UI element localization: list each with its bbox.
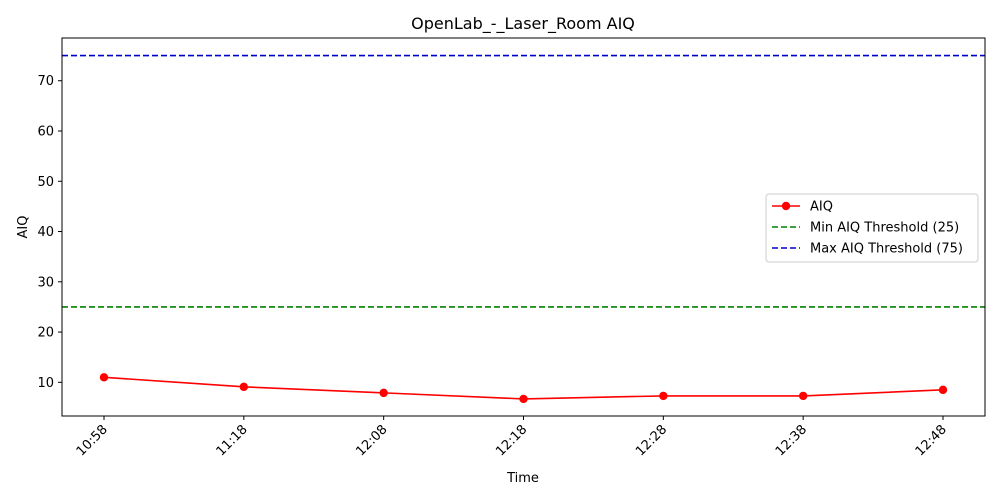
data-point [659, 391, 668, 401]
y-tick-label: 30 [37, 275, 54, 290]
data-point [938, 385, 948, 395]
x-tick-label: 12:08 [353, 422, 390, 459]
data-point [519, 394, 528, 404]
series-layer [99, 373, 948, 404]
plot-frame [61, 37, 986, 417]
data-point [99, 373, 109, 382]
x-tick-label: 11:18 [214, 422, 251, 459]
data-point [379, 388, 388, 398]
x-tick-label: 12:38 [773, 422, 810, 459]
x-tick-label: 12:18 [493, 422, 530, 459]
x-axis: 10:58 11:18 12:08 12:18 12:28 12:38 12:48 [74, 416, 950, 459]
x-tick-label: 12:28 [633, 422, 670, 459]
x-axis-label: Time [506, 471, 539, 486]
y-tick-label: 60 [37, 124, 54, 139]
legend-box [765, 193, 979, 263]
y-tick-label: 20 [37, 326, 54, 341]
y-axis-label: AIQ [16, 216, 31, 239]
legend: AIQ Min AIQ Threshold (25) Max AIQ Thresho… [765, 193, 979, 263]
x-tick-label: 10:58 [74, 422, 111, 459]
legend-label-aiq: AIQ [810, 200, 833, 215]
y-tick-label: 50 [37, 175, 54, 190]
legend-marker-aiq [781, 201, 791, 211]
y-axis: 10 20 30 40 50 60 70 [37, 74, 62, 391]
data-point [798, 391, 808, 401]
y-tick-label: 10 [37, 376, 54, 391]
legend-label-max: Max AIQ Threshold (75) [810, 242, 963, 257]
legend-label-min: Min AIQ Threshold (25) [810, 221, 959, 236]
x-tick-label: 12:48 [913, 422, 950, 459]
chart-title: OpenLab_-_Laser_Room AIQ [411, 14, 635, 34]
threshold-lines [62, 54, 985, 308]
y-tick-label: 70 [37, 74, 54, 89]
data-point [239, 382, 249, 392]
y-tick-label: 40 [37, 225, 54, 240]
